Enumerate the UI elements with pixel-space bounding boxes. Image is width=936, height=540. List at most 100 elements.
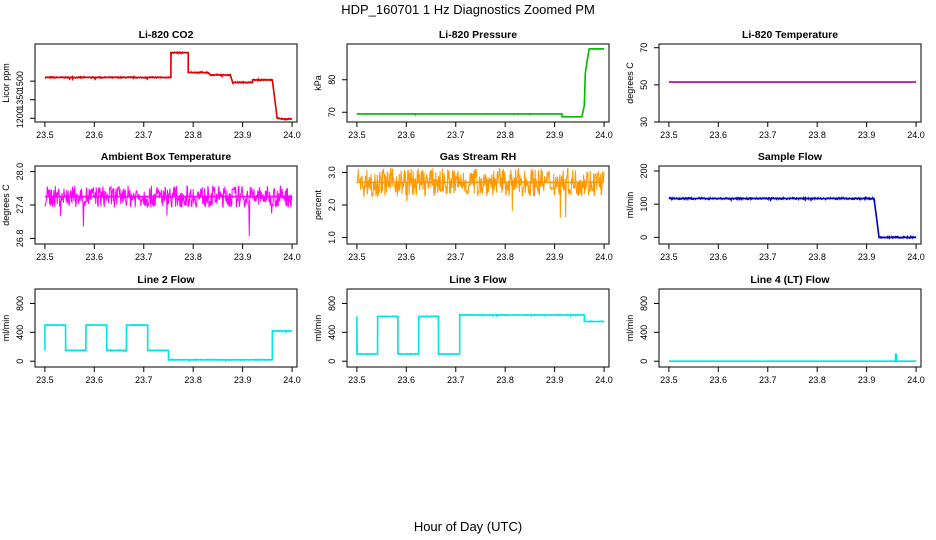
x-tick-label: 23.6 [710, 130, 728, 140]
y-axis-label: ml/min [625, 192, 635, 219]
panel-5: Sample Flow ml/min 23.5 23.6 23.7 23.8 23.9 24.… [625, 151, 925, 262]
x-tick-label: 23.7 [447, 252, 465, 262]
y-axis-label: degrees C [625, 62, 635, 104]
x-tick-label: 23.6 [86, 130, 104, 140]
x-tick-label: 23.9 [858, 130, 876, 140]
x-tick-label: 23.7 [135, 252, 153, 262]
y-tick-label: 70 [327, 107, 337, 117]
y-axis-label: percent [313, 189, 323, 220]
y-tick-label: 0 [639, 359, 649, 364]
plot-frame [34, 43, 298, 123]
x-tick-label: 23.9 [546, 252, 564, 262]
series-noise-0 [356, 312, 605, 357]
x-tick-label: 24.0 [907, 130, 925, 140]
y-tick-label: 200 [639, 163, 649, 178]
x-tick-label: 23.6 [398, 252, 416, 262]
x-tick-label: 24.0 [283, 252, 301, 262]
panel-title: Line 3 Flow [449, 274, 507, 286]
x-tick-label: 23.8 [496, 130, 514, 140]
plot-frame [658, 43, 922, 123]
panel-title: Sample Flow [758, 151, 823, 163]
x-tick-label: 23.9 [234, 375, 252, 385]
x-tick-label: 23.9 [858, 252, 876, 262]
x-tick-label: 23.5 [348, 130, 366, 140]
x-tick-label: 23.9 [858, 375, 876, 385]
series-line-0 [668, 197, 917, 239]
y-tick-label: 70 [639, 43, 649, 53]
plot-frame [346, 43, 610, 123]
y-tick-label: 28.0 [15, 163, 25, 181]
x-tick-label: 23.7 [759, 252, 777, 262]
x-tick-label: 23.7 [759, 375, 777, 385]
y-tick-label: 400 [639, 325, 649, 340]
x-tick-label: 23.5 [660, 252, 678, 262]
x-tick-label: 23.8 [184, 130, 202, 140]
x-tick-label: 23.8 [808, 375, 826, 385]
x-tick-label: 23.8 [808, 130, 826, 140]
y-tick-label: 800 [15, 296, 25, 311]
y-tick-label: 400 [327, 325, 337, 340]
series-line-0 [44, 51, 293, 120]
y-tick-label: 100 [639, 197, 649, 212]
y-tick-label: 27.4 [15, 196, 25, 214]
x-tick-label: 24.0 [283, 375, 301, 385]
x-tick-label: 23.5 [348, 375, 366, 385]
panel-3: Ambient Box Temperature degrees C 23.5 23.6… [1, 151, 301, 262]
x-tick-label: 23.9 [546, 375, 564, 385]
x-tick-label: 24.0 [595, 252, 613, 262]
series-line-0 [356, 48, 605, 118]
y-axis-label: ml/min [1, 315, 11, 342]
panel-1: Li-820 Pressure kPa 23.5 23.6 23.7 23.8 23.9 24… [313, 29, 613, 140]
y-tick-label: 0 [327, 359, 337, 364]
x-tick-label: 23.5 [36, 252, 54, 262]
series-line-0 [668, 353, 917, 362]
x-tick-label: 23.6 [398, 130, 416, 140]
x-tick-label: 23.5 [36, 130, 54, 140]
y-axis-label: degrees C [1, 184, 11, 226]
panel-title: Li-820 Temperature [742, 29, 838, 41]
plot-frame [658, 288, 922, 368]
y-tick-label: 3.0 [327, 166, 337, 179]
x-tick-label: 23.5 [36, 375, 54, 385]
y-tick-label: 50 [639, 80, 649, 90]
y-tick-label: 80 [327, 75, 337, 85]
x-tick-label: 23.5 [348, 252, 366, 262]
x-tick-label: 23.8 [184, 252, 202, 262]
x-tick-label: 23.9 [546, 130, 564, 140]
x-tick-label: 23.8 [496, 252, 514, 262]
x-tick-label: 23.7 [447, 375, 465, 385]
panel-4: Gas Stream RH percent 23.5 23.6 23.7 23.8 23.9… [313, 151, 613, 262]
y-tick-label: 1500 [15, 71, 25, 91]
x-tick-label: 23.8 [496, 375, 514, 385]
x-tick-label: 24.0 [595, 130, 613, 140]
x-tick-label: 23.6 [86, 375, 104, 385]
series-noise-0 [44, 184, 293, 237]
x-tick-label: 24.0 [595, 375, 613, 385]
y-tick-label: 1350 [15, 90, 25, 110]
panel-title: Li-820 CO2 [139, 29, 194, 41]
y-tick-label: 26.8 [15, 230, 25, 248]
y-axis-label: ml/min [313, 315, 323, 342]
panel-title: Li-820 Pressure [439, 29, 517, 41]
panel-title: Line 2 Flow [137, 274, 195, 286]
series-noise-0 [44, 50, 293, 121]
panel-0: Li-820 CO2 Licor ppm 23.5 23.6 23.7 23.8 23.9 2… [1, 29, 301, 140]
y-tick-label: 800 [639, 296, 649, 311]
x-tick-label: 23.7 [135, 375, 153, 385]
panel-title: Gas Stream RH [440, 151, 516, 163]
y-tick-label: 0 [15, 359, 25, 364]
panel-7: Line 3 Flow ml/min 23.5 23.6 23.7 23.8 23.9 24.… [313, 274, 613, 385]
x-tick-label: 23.6 [398, 375, 416, 385]
x-tick-label: 23.8 [184, 375, 202, 385]
y-axis-label: kPa [313, 75, 323, 91]
x-tick-label: 24.0 [907, 252, 925, 262]
y-tick-label: 2.0 [327, 199, 337, 212]
plot-frame [658, 165, 922, 245]
x-tick-label: 23.6 [710, 252, 728, 262]
x-tick-label: 23.5 [660, 130, 678, 140]
y-tick-label: 800 [327, 296, 337, 311]
y-tick-label: 1.0 [327, 231, 337, 244]
series-line-0 [356, 314, 605, 355]
plot-frame [34, 165, 298, 245]
